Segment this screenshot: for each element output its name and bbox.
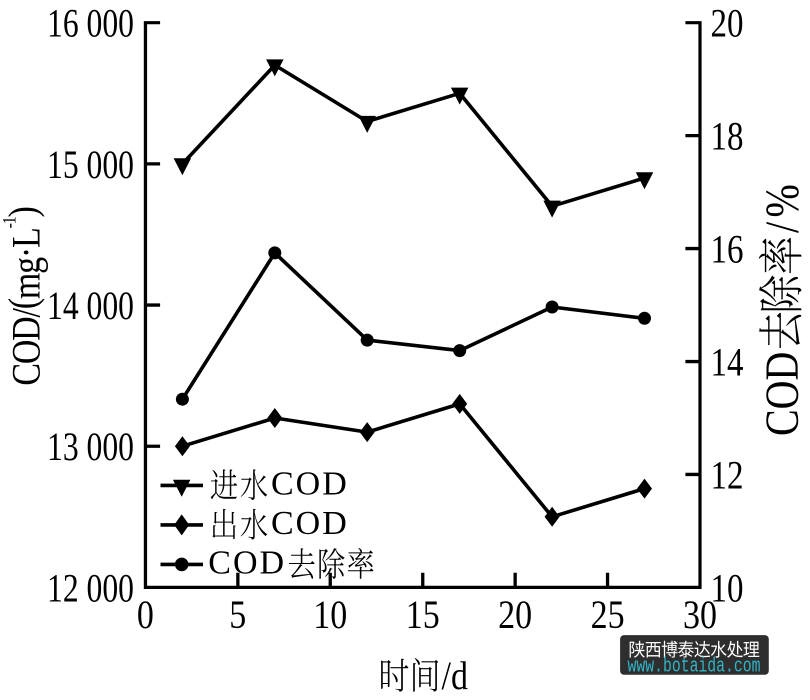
- svg-text:%: %: [756, 184, 809, 217]
- svg-text:COD: COD: [208, 545, 286, 582]
- svg-text:15: 15: [406, 593, 440, 637]
- svg-text:30: 30: [683, 593, 717, 637]
- svg-text:20: 20: [711, 2, 744, 46]
- svg-text:COD: COD: [271, 505, 349, 542]
- svg-text:15 000: 15 000: [47, 143, 134, 187]
- svg-text:16 000: 16 000: [47, 2, 134, 46]
- svg-text:COD: COD: [756, 352, 809, 436]
- svg-text:20: 20: [498, 593, 532, 637]
- svg-text:/d: /d: [442, 654, 469, 698]
- svg-text:/: /: [756, 221, 809, 233]
- svg-text:5: 5: [229, 593, 246, 637]
- svg-text:12 000: 12 000: [47, 567, 134, 611]
- svg-text:0: 0: [137, 593, 154, 637]
- svg-text:12: 12: [711, 454, 744, 498]
- svg-text:18: 18: [711, 115, 744, 159]
- svg-text:10: 10: [711, 567, 744, 611]
- svg-text:25: 25: [591, 593, 625, 637]
- svg-text:14: 14: [711, 341, 744, 385]
- svg-text:COD/(mg·L-1): COD/(mg·L-1): [0, 207, 49, 385]
- svg-text:www.botaida.com: www.botaida.com: [628, 655, 761, 678]
- svg-text:16: 16: [711, 228, 744, 272]
- svg-text:COD: COD: [271, 466, 349, 503]
- svg-text:14 000: 14 000: [47, 284, 134, 328]
- svg-text:10: 10: [313, 593, 347, 637]
- svg-text:13 000: 13 000: [47, 426, 134, 470]
